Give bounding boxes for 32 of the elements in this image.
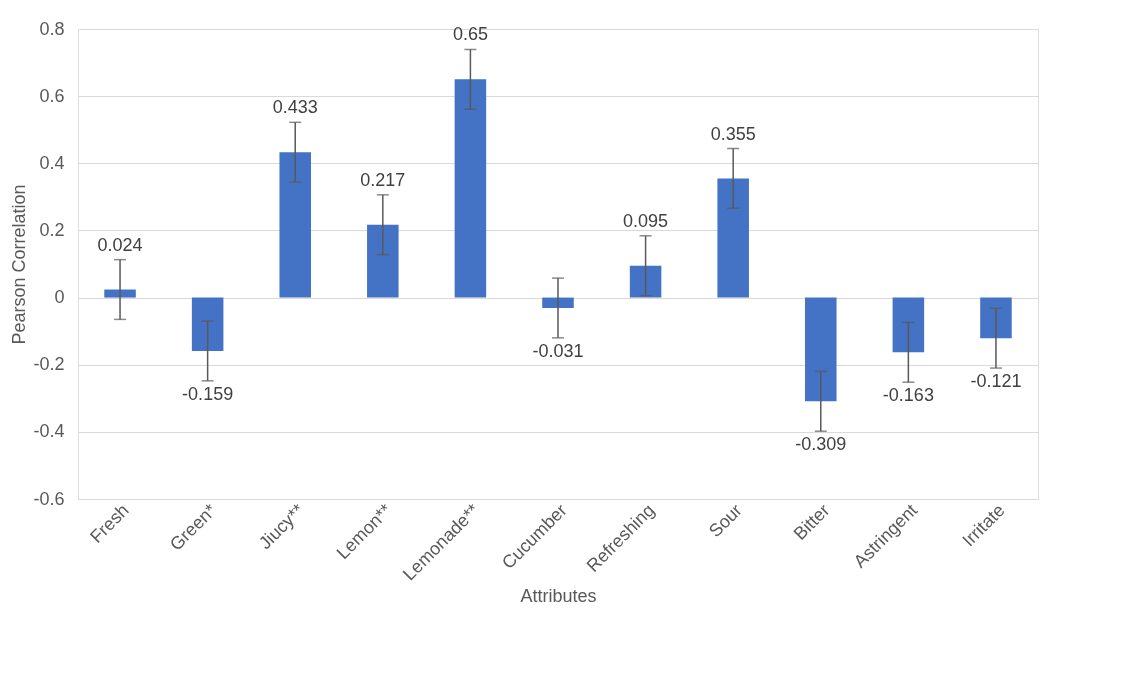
- x-axis-title: Attributes: [520, 586, 597, 607]
- data-label: -0.031: [532, 340, 584, 361]
- data-label: -0.309: [795, 434, 847, 455]
- data-label: 0.433: [272, 97, 318, 118]
- y-axis-title: Pearson Correlation: [9, 184, 30, 345]
- data-label: -0.163: [882, 385, 934, 406]
- y-tick-label: 0: [54, 287, 65, 308]
- data-label: 0.024: [97, 234, 143, 255]
- y-tick-label: 0.4: [39, 152, 65, 173]
- data-label: 0.217: [360, 169, 406, 190]
- bar: [805, 297, 837, 402]
- bar: [629, 265, 662, 298]
- bar: [542, 297, 574, 308]
- bar: [191, 297, 224, 351]
- bar: [980, 297, 1012, 339]
- data-label: 0.095: [623, 210, 669, 231]
- y-tick-label: 0.8: [39, 18, 65, 39]
- y-tick-label: -0.4: [33, 421, 65, 442]
- data-label: 0.355: [710, 123, 756, 144]
- bar: [892, 297, 925, 353]
- data-label: -0.121: [970, 371, 1022, 392]
- bar: [367, 224, 399, 298]
- y-tick-label: 0.2: [39, 219, 65, 240]
- bar: [717, 178, 749, 298]
- data-label: 0.65: [452, 24, 488, 45]
- y-tick-label: -0.2: [33, 354, 65, 375]
- data-label: -0.159: [182, 383, 234, 404]
- y-tick-label: -0.6: [33, 488, 65, 509]
- bar: [279, 152, 311, 298]
- y-tick-label: 0.6: [39, 85, 65, 106]
- bar: [104, 289, 136, 298]
- bar: [454, 79, 487, 298]
